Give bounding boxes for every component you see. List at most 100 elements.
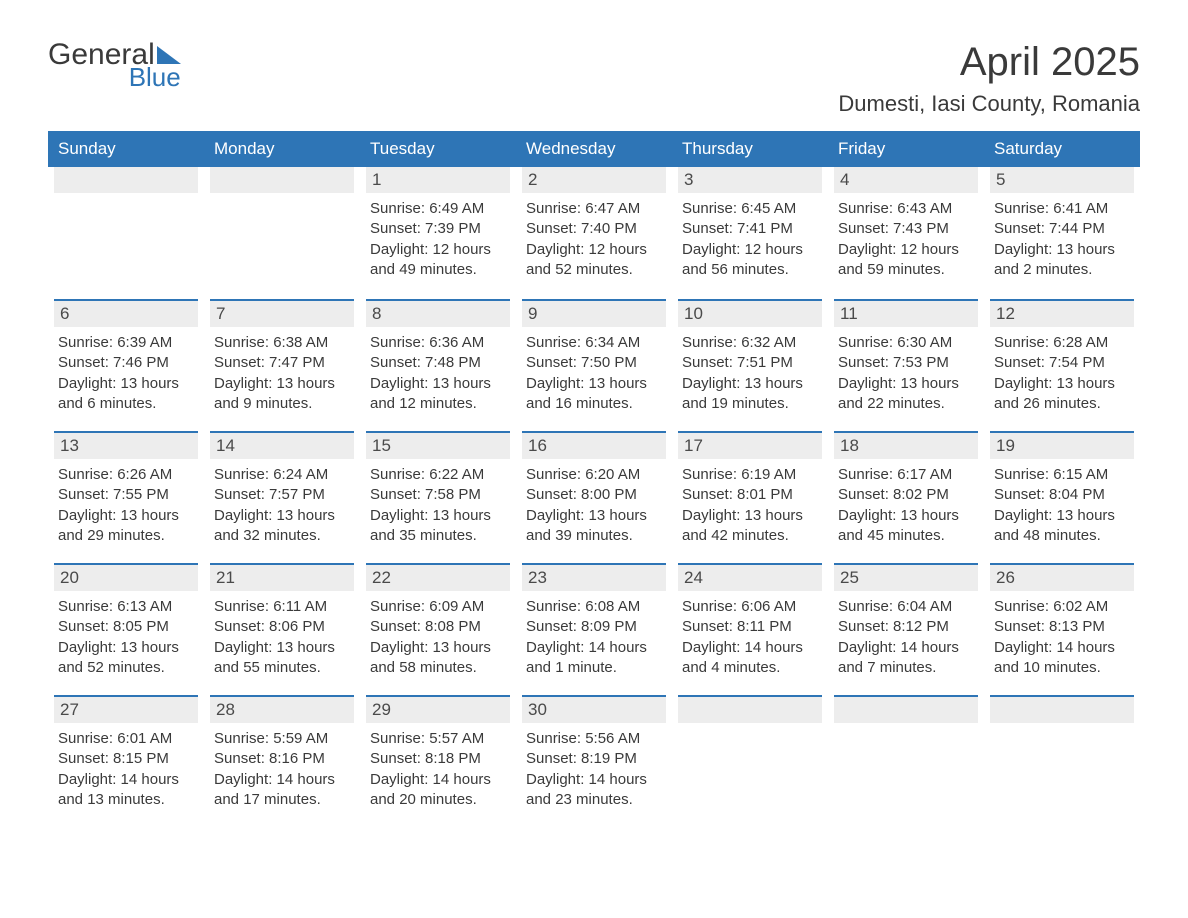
day-number: 11: [834, 301, 978, 327]
day-sunset: Sunset: 8:08 PM: [370, 617, 506, 637]
day-sunset: Sunset: 7:46 PM: [58, 353, 194, 373]
day-body: Sunrise: 5:56 AMSunset: 8:19 PMDaylight:…: [522, 723, 666, 814]
day-daylight1: Daylight: 13 hours: [994, 506, 1130, 526]
day-daylight2: and 2 minutes.: [994, 260, 1130, 280]
day-sunset: Sunset: 8:13 PM: [994, 617, 1130, 637]
day-daylight1: Daylight: 13 hours: [838, 374, 974, 394]
day-body: Sunrise: 6:30 AMSunset: 7:53 PMDaylight:…: [834, 327, 978, 418]
day-daylight1: Daylight: 12 hours: [838, 240, 974, 260]
day-number: 15: [366, 433, 510, 459]
day-daylight1: Daylight: 13 hours: [526, 506, 662, 526]
day-daylight2: and 7 minutes.: [838, 658, 974, 678]
day-daylight2: and 20 minutes.: [370, 790, 506, 810]
day-number: 22: [366, 565, 510, 591]
weeks-container: 1Sunrise: 6:49 AMSunset: 7:39 PMDaylight…: [48, 167, 1140, 815]
day-number: 18: [834, 433, 978, 459]
day-body: Sunrise: 6:17 AMSunset: 8:02 PMDaylight:…: [834, 459, 978, 550]
day-daylight2: and 19 minutes.: [682, 394, 818, 414]
day-cell: 6Sunrise: 6:39 AMSunset: 7:46 PMDaylight…: [48, 299, 204, 419]
day-daylight2: and 23 minutes.: [526, 790, 662, 810]
day-sunrise: Sunrise: 6:38 AM: [214, 333, 350, 353]
day-body: Sunrise: 6:20 AMSunset: 8:00 PMDaylight:…: [522, 459, 666, 550]
day-body: Sunrise: 6:41 AMSunset: 7:44 PMDaylight:…: [990, 193, 1134, 284]
day-daylight1: Daylight: 13 hours: [682, 506, 818, 526]
day-number: 3: [678, 167, 822, 193]
day-body: Sunrise: 6:15 AMSunset: 8:04 PMDaylight:…: [990, 459, 1134, 550]
day-sunset: Sunset: 7:47 PM: [214, 353, 350, 373]
day-body: Sunrise: 6:01 AMSunset: 8:15 PMDaylight:…: [54, 723, 198, 814]
location: Dumesti, Iasi County, Romania: [838, 91, 1140, 117]
day-body: Sunrise: 6:19 AMSunset: 8:01 PMDaylight:…: [678, 459, 822, 550]
day-sunset: Sunset: 7:41 PM: [682, 219, 818, 239]
day-body: Sunrise: 6:02 AMSunset: 8:13 PMDaylight:…: [990, 591, 1134, 682]
day-cell: 17Sunrise: 6:19 AMSunset: 8:01 PMDayligh…: [672, 431, 828, 551]
logo-word2: Blue: [129, 64, 181, 90]
day-number: 19: [990, 433, 1134, 459]
day-daylight2: and 4 minutes.: [682, 658, 818, 678]
day-body: Sunrise: 6:39 AMSunset: 7:46 PMDaylight:…: [54, 327, 198, 418]
day-body: Sunrise: 6:47 AMSunset: 7:40 PMDaylight:…: [522, 193, 666, 284]
day-daylight2: and 12 minutes.: [370, 394, 506, 414]
day-cell: [48, 167, 204, 287]
day-body: Sunrise: 6:26 AMSunset: 7:55 PMDaylight:…: [54, 459, 198, 550]
day-daylight2: and 58 minutes.: [370, 658, 506, 678]
day-cell: 29Sunrise: 5:57 AMSunset: 8:18 PMDayligh…: [360, 695, 516, 815]
day-body: Sunrise: 6:43 AMSunset: 7:43 PMDaylight:…: [834, 193, 978, 284]
day-cell: 12Sunrise: 6:28 AMSunset: 7:54 PMDayligh…: [984, 299, 1140, 419]
day-sunset: Sunset: 7:51 PM: [682, 353, 818, 373]
week-row: 13Sunrise: 6:26 AMSunset: 7:55 PMDayligh…: [48, 431, 1140, 551]
day-cell: 15Sunrise: 6:22 AMSunset: 7:58 PMDayligh…: [360, 431, 516, 551]
day-body: Sunrise: 6:32 AMSunset: 7:51 PMDaylight:…: [678, 327, 822, 418]
day-sunrise: Sunrise: 6:20 AM: [526, 465, 662, 485]
day-number: 24: [678, 565, 822, 591]
day-cell: 8Sunrise: 6:36 AMSunset: 7:48 PMDaylight…: [360, 299, 516, 419]
day-body: Sunrise: 6:08 AMSunset: 8:09 PMDaylight:…: [522, 591, 666, 682]
day-number: [990, 697, 1134, 723]
day-number: 8: [366, 301, 510, 327]
day-sunset: Sunset: 8:11 PM: [682, 617, 818, 637]
day-daylight1: Daylight: 14 hours: [994, 638, 1130, 658]
day-daylight2: and 52 minutes.: [58, 658, 194, 678]
week-row: 1Sunrise: 6:49 AMSunset: 7:39 PMDaylight…: [48, 167, 1140, 287]
day-sunrise: Sunrise: 6:43 AM: [838, 199, 974, 219]
day-sunset: Sunset: 8:09 PM: [526, 617, 662, 637]
day-number: 23: [522, 565, 666, 591]
day-daylight1: Daylight: 13 hours: [214, 506, 350, 526]
day-cell: 13Sunrise: 6:26 AMSunset: 7:55 PMDayligh…: [48, 431, 204, 551]
day-daylight1: Daylight: 13 hours: [370, 374, 506, 394]
day-daylight1: Daylight: 12 hours: [682, 240, 818, 260]
day-daylight2: and 1 minute.: [526, 658, 662, 678]
day-cell: 10Sunrise: 6:32 AMSunset: 7:51 PMDayligh…: [672, 299, 828, 419]
day-body: [54, 193, 198, 203]
day-daylight1: Daylight: 13 hours: [58, 638, 194, 658]
day-sunset: Sunset: 8:15 PM: [58, 749, 194, 769]
day-daylight2: and 49 minutes.: [370, 260, 506, 280]
day-sunset: Sunset: 8:00 PM: [526, 485, 662, 505]
day-number: 4: [834, 167, 978, 193]
day-body: Sunrise: 5:59 AMSunset: 8:16 PMDaylight:…: [210, 723, 354, 814]
day-sunrise: Sunrise: 5:57 AM: [370, 729, 506, 749]
day-daylight2: and 9 minutes.: [214, 394, 350, 414]
day-sunset: Sunset: 7:57 PM: [214, 485, 350, 505]
day-daylight1: Daylight: 12 hours: [370, 240, 506, 260]
day-daylight1: Daylight: 14 hours: [526, 638, 662, 658]
day-cell: 3 Sunrise: 6:45 AMSunset: 7:41 PMDaylight…: [672, 167, 828, 287]
day-sunrise: Sunrise: 6:08 AM: [526, 597, 662, 617]
day-number: 10: [678, 301, 822, 327]
day-sunset: Sunset: 8:02 PM: [838, 485, 974, 505]
day-sunrise: Sunrise: 6:45 AM: [682, 199, 818, 219]
day-sunset: Sunset: 8:12 PM: [838, 617, 974, 637]
day-sunset: Sunset: 8:01 PM: [682, 485, 818, 505]
day-daylight1: Daylight: 13 hours: [58, 506, 194, 526]
day-sunset: Sunset: 7:40 PM: [526, 219, 662, 239]
day-daylight1: Daylight: 13 hours: [838, 506, 974, 526]
weekday: Friday: [828, 131, 984, 167]
weekday: Tuesday: [360, 131, 516, 167]
day-sunset: Sunset: 7:58 PM: [370, 485, 506, 505]
day-cell: 20Sunrise: 6:13 AMSunset: 8:05 PMDayligh…: [48, 563, 204, 683]
weekday: Sunday: [48, 131, 204, 167]
day-sunset: Sunset: 7:44 PM: [994, 219, 1130, 239]
day-body: Sunrise: 6:06 AMSunset: 8:11 PMDaylight:…: [678, 591, 822, 682]
day-daylight1: Daylight: 13 hours: [526, 374, 662, 394]
day-daylight2: and 26 minutes.: [994, 394, 1130, 414]
